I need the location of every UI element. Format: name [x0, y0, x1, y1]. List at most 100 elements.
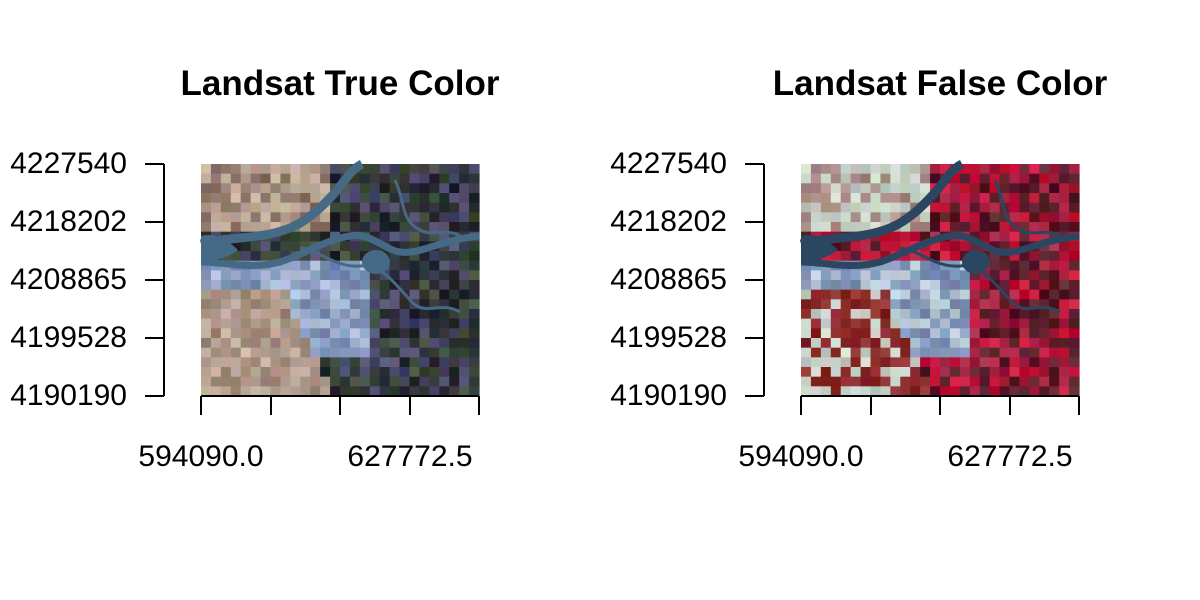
- raster-cell: [1009, 318, 1021, 329]
- raster-cell: [979, 231, 991, 242]
- raster-cell: [330, 367, 341, 378]
- raster-cell: [210, 357, 222, 368]
- raster-cell: [210, 270, 222, 281]
- raster-cell: [860, 318, 872, 329]
- raster-cell: [900, 183, 911, 194]
- raster-cell: [920, 386, 931, 397]
- raster-cell: [201, 386, 212, 397]
- raster-cell: [810, 347, 822, 358]
- raster-cell: [349, 202, 361, 213]
- raster-cell: [840, 328, 852, 339]
- raster-cell: [369, 367, 381, 378]
- raster-cell: [240, 222, 252, 233]
- raster-cell: [220, 173, 232, 184]
- raster-cell: [399, 241, 411, 252]
- raster-cell: [880, 202, 891, 213]
- raster-cell: [910, 357, 921, 368]
- raster-cell: [1069, 173, 1080, 184]
- raster-cell: [349, 289, 361, 300]
- raster-cell: [930, 328, 941, 339]
- raster-cell: [1019, 270, 1030, 281]
- raster-cell: [220, 338, 232, 349]
- raster-cell: [1069, 289, 1080, 300]
- raster-cell: [340, 328, 351, 339]
- raster-image: [799, 159, 1080, 397]
- raster-cell: [419, 222, 430, 233]
- raster-cell: [860, 173, 872, 184]
- raster-cell: [1049, 222, 1060, 233]
- raster-cell: [270, 193, 282, 204]
- x-tick-label: 594090.0: [138, 440, 264, 473]
- raster-cell: [250, 164, 262, 175]
- raster-cell: [320, 212, 331, 223]
- raster-cell: [379, 193, 391, 204]
- raster-cell: [230, 193, 242, 204]
- raster-cell: [969, 231, 981, 242]
- raster-cell: [379, 212, 391, 223]
- raster-cell: [469, 299, 480, 310]
- raster-cell: [801, 338, 812, 349]
- raster-cell: [989, 367, 1001, 378]
- raster-cell: [1029, 376, 1040, 387]
- raster-cell: [1019, 328, 1030, 339]
- raster-cell: [250, 376, 262, 387]
- raster-cell: [989, 241, 1001, 252]
- raster-cell: [1009, 357, 1021, 368]
- raster-cell: [330, 347, 341, 358]
- raster-cell: [389, 183, 401, 194]
- raster-cell: [429, 338, 440, 349]
- raster-cell: [1049, 202, 1060, 213]
- raster-cell: [870, 212, 882, 223]
- raster-cell: [1059, 367, 1070, 378]
- raster-cell: [280, 386, 291, 397]
- raster-cell: [369, 289, 381, 300]
- raster-cell: [429, 289, 440, 300]
- raster-cell: [389, 347, 401, 358]
- raster-cell: [260, 376, 272, 387]
- raster-cell: [1059, 222, 1070, 233]
- raster-cell: [469, 241, 480, 252]
- raster-cell: [270, 328, 282, 339]
- raster-cell: [830, 347, 842, 358]
- raster-cell: [830, 183, 842, 194]
- raster-cell: [330, 241, 341, 252]
- raster-cell: [870, 376, 882, 387]
- raster-cell: [409, 212, 421, 223]
- raster-cell: [270, 376, 282, 387]
- raster-cell: [449, 289, 460, 300]
- raster-cell: [850, 386, 862, 397]
- raster-cell: [820, 212, 832, 223]
- raster-cell: [280, 202, 291, 213]
- raster-cell: [900, 299, 911, 310]
- raster-cell: [840, 318, 852, 329]
- raster-cell: [469, 193, 480, 204]
- raster-cell: [330, 376, 341, 387]
- raster-cell: [240, 357, 252, 368]
- raster-cell: [439, 280, 450, 291]
- river: [199, 159, 365, 249]
- raster-cell: [959, 299, 971, 310]
- raster-cell: [900, 367, 911, 378]
- raster-cell: [969, 289, 981, 300]
- raster-cell: [449, 328, 460, 339]
- raster-cell: [1059, 309, 1070, 320]
- raster-cell: [860, 386, 872, 397]
- raster-cell: [280, 347, 291, 358]
- raster-cell: [1039, 270, 1050, 281]
- raster-cell: [260, 173, 272, 184]
- raster-cell: [810, 270, 822, 281]
- raster-cell: [830, 202, 842, 213]
- raster-cell: [870, 270, 882, 281]
- raster-cell: [290, 357, 301, 368]
- raster-cell: [940, 289, 951, 300]
- raster-cell: [201, 183, 212, 194]
- raster-cell: [439, 173, 450, 184]
- raster-cell: [949, 193, 961, 204]
- x-tick-label: 627772.5: [947, 440, 1073, 473]
- raster-cell: [260, 193, 272, 204]
- raster-cell: [369, 376, 381, 387]
- raster-cell: [210, 386, 222, 397]
- raster-cell: [870, 309, 882, 320]
- raster-cell: [340, 347, 351, 358]
- raster-cell: [1049, 299, 1060, 310]
